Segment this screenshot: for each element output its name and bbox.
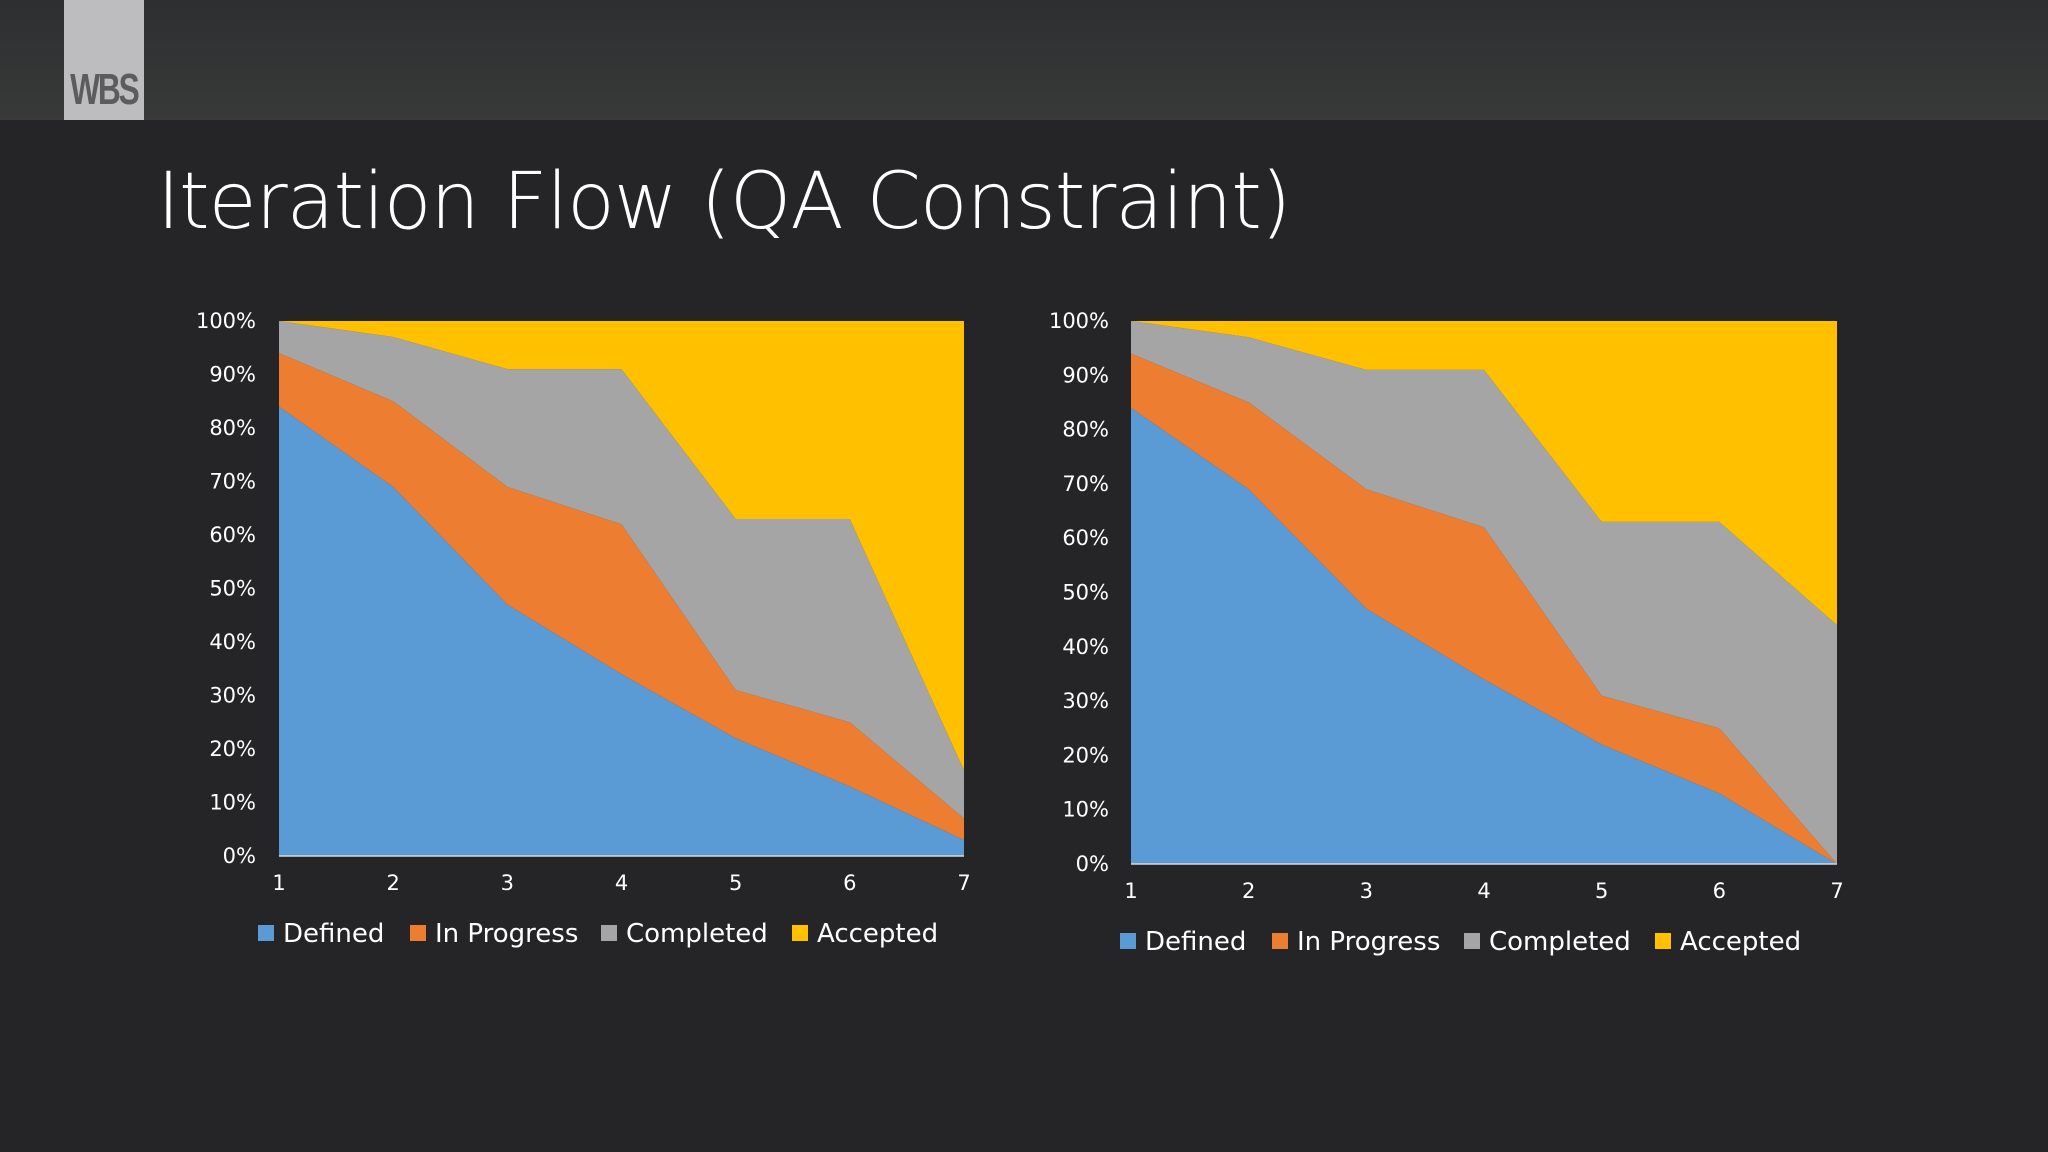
y-tick-label: 0%: [1076, 852, 1109, 876]
x-tick-label: 1: [272, 871, 285, 895]
legend-label: In Progress: [435, 919, 578, 949]
x-tick-label: 6: [843, 871, 856, 895]
legend-swatch: [1655, 933, 1671, 949]
legend-label: In Progress: [1297, 927, 1440, 957]
x-tick-label: 2: [1242, 879, 1255, 903]
y-tick-label: 80%: [209, 416, 256, 440]
y-tick-label: 30%: [1062, 689, 1109, 713]
y-tick-label: 90%: [209, 363, 256, 387]
legend-label: Completed: [1489, 927, 1631, 957]
y-tick-label: 80%: [1062, 418, 1109, 442]
y-tick-label: 10%: [1062, 798, 1109, 822]
y-tick-label: 50%: [1062, 581, 1109, 605]
x-tick-label: 1: [1124, 879, 1137, 903]
top-bar: [0, 0, 2048, 120]
area-series-defined: [279, 406, 964, 856]
area-series-accepted: [1131, 321, 1837, 626]
legend-label: Defined: [1145, 927, 1246, 957]
area-chart-left: 0% 10% 20% 30% 40% 50% 60% 70% 80% 90% 100% 1 2 3 4 5 6 7…: [196, 309, 971, 949]
y-tick-label: 0%: [223, 844, 256, 868]
area-series-defined: [1131, 407, 1837, 864]
area-series-accepted: [279, 321, 964, 771]
y-tick-label: 40%: [1062, 635, 1109, 659]
slide-title: Iteration Flow (QA Constraint): [157, 157, 1291, 247]
y-tick-label: 50%: [209, 577, 256, 601]
area-series-in-progress: [1131, 353, 1837, 864]
y-tick-label: 60%: [209, 523, 256, 547]
x-tick-label: 4: [615, 871, 628, 895]
logo-text: WBS: [70, 65, 140, 114]
y-tick-label: 40%: [209, 630, 256, 654]
legend-swatch: [410, 925, 426, 941]
x-tick-label: 6: [1713, 879, 1726, 903]
legend-swatch: [1464, 933, 1480, 949]
x-tick-label: 7: [957, 871, 970, 895]
y-tick-label: 20%: [209, 737, 256, 761]
legend-swatch: [601, 925, 617, 941]
x-tick-label: 5: [1595, 879, 1608, 903]
legend-swatch: [258, 925, 274, 941]
area-series-completed: [1131, 321, 1837, 864]
y-tick-label: 70%: [1062, 472, 1109, 496]
legend-swatch: [1120, 933, 1136, 949]
x-tick-label: 3: [501, 871, 514, 895]
wbs-logo: WBS: [64, 0, 144, 120]
y-tick-label: 100%: [1049, 309, 1109, 333]
y-tick-label: 30%: [209, 684, 256, 708]
legend-swatch: [1272, 933, 1288, 949]
y-tick-label: 90%: [1062, 363, 1109, 387]
x-tick-label: 4: [1477, 879, 1490, 903]
x-tick-label: 5: [729, 871, 742, 895]
legend-label: Defined: [283, 919, 384, 949]
area-chart-right: 0% 10% 20% 30% 40% 50% 60% 70% 80% 90% 100% 1 2 3 4 5 6 7…: [1049, 309, 1844, 957]
y-tick-label: 100%: [196, 309, 256, 333]
x-tick-label: 7: [1830, 879, 1843, 903]
y-tick-label: 70%: [209, 470, 256, 494]
y-tick-label: 10%: [209, 791, 256, 815]
legend-label: Completed: [626, 919, 768, 949]
area-series-completed: [279, 321, 964, 819]
area-series-in-progress: [279, 353, 964, 840]
y-tick-label: 20%: [1062, 743, 1109, 767]
x-tick-label: 3: [1360, 879, 1373, 903]
y-tick-label: 60%: [1062, 526, 1109, 550]
legend-swatch: [792, 925, 808, 941]
x-tick-label: 2: [386, 871, 399, 895]
legend-label: Accepted: [817, 919, 938, 949]
legend-label: Accepted: [1680, 927, 1801, 957]
